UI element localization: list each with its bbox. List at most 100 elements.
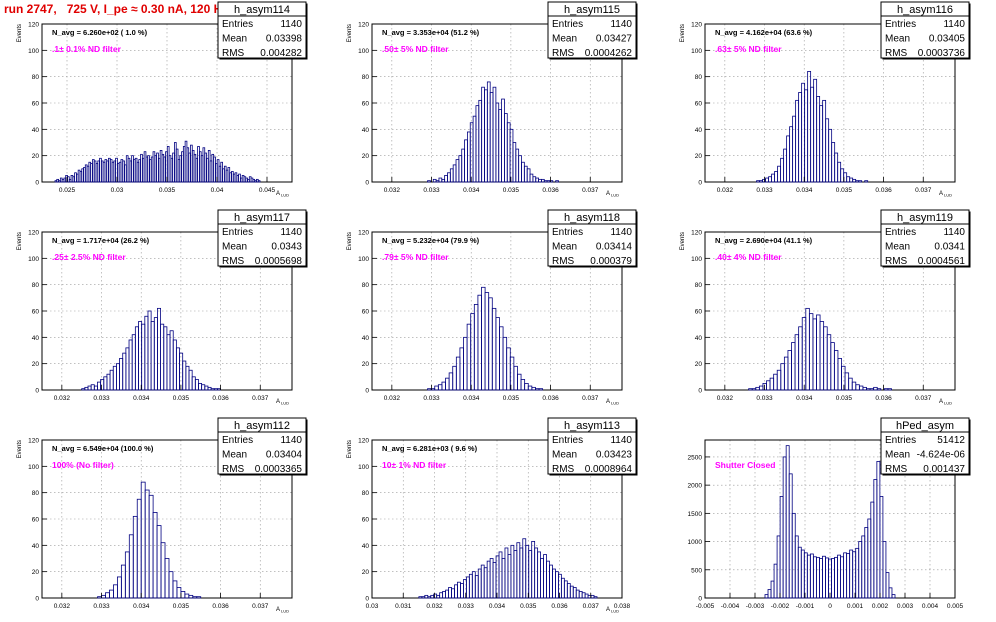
histogram-bin [825, 118, 830, 183]
histogram-bin [455, 159, 460, 183]
y-tick-label: 20 [362, 153, 370, 160]
x-tick-label: 0.032 [384, 187, 401, 194]
histogram-bin [191, 376, 196, 391]
histogram-bin [855, 547, 860, 599]
histogram-bin [128, 339, 133, 391]
histogram-bin [169, 330, 174, 391]
histogram-bin [532, 176, 537, 183]
x-tick-label: 0.004 [922, 603, 939, 610]
histogram-bin [794, 334, 800, 391]
y-tick-label: 80 [362, 490, 370, 497]
histogram-bin [477, 568, 482, 599]
histogram-bin [846, 176, 851, 183]
histogram-bin [106, 373, 111, 391]
histogram-bin [840, 168, 845, 183]
histogram-bin [492, 86, 497, 183]
x-tick-label: 0.037 [582, 395, 599, 402]
histogram-bin [128, 534, 134, 599]
histogram-bin [541, 178, 545, 183]
histogram-bin [766, 380, 771, 391]
stats-box: h_asym118 Entries 1140 Mean 0.03414 RMS 0.0003… [547, 209, 638, 268]
x-tick-label: 0.036 [212, 395, 229, 402]
histogram-bin [100, 379, 105, 391]
histogram-bin [464, 139, 468, 183]
histogram-bin [523, 165, 528, 183]
histogram-bin [498, 551, 503, 599]
stats-label: RMS [885, 48, 908, 59]
histogram-bin [484, 292, 490, 391]
histogram-bin [526, 168, 531, 183]
histogram-bin [441, 381, 446, 391]
y-tick-label: 20 [362, 569, 370, 576]
x-tick-label: -0.004 [721, 603, 740, 610]
histogram-bin [481, 86, 485, 183]
histogram-bin [758, 385, 764, 391]
stats-value: 0.03405 [929, 34, 966, 45]
histogram-bin [770, 580, 775, 599]
histogram-bin [156, 525, 162, 599]
histogram-bin [196, 596, 202, 599]
histogram-bin [851, 381, 857, 391]
histogram-bin [831, 142, 836, 183]
histogram-bin [805, 307, 810, 391]
histogram-bin [862, 386, 867, 391]
histogram-bin [520, 379, 526, 391]
histogram-bin [873, 386, 878, 391]
x-axis-label: ALUD [939, 191, 952, 198]
histogram-series [764, 445, 896, 599]
histogram-bin [774, 171, 779, 183]
histogram-bin [112, 365, 117, 391]
histogram-bin [157, 307, 161, 391]
histogram-bin [555, 180, 559, 183]
x-tick-label: 0.035 [520, 603, 537, 610]
histogram-bin [501, 98, 505, 183]
histogram-bin [172, 339, 177, 391]
histogram-bin [773, 373, 778, 391]
x-tick-label: 0.003 [897, 603, 914, 610]
histogram-bin [764, 594, 769, 599]
filter-label: .40± 4% ND filter [715, 252, 782, 262]
navg-label: N_avg = 3.353e+04 (51.2 %) [382, 28, 480, 37]
histogram-panel-h_asym112: 0.032 0.033 0.034 0.035 0.036 0.037 0 20 40 60 80 1… [17, 417, 308, 614]
histogram-bin [864, 180, 869, 183]
stats-label: Entries [222, 435, 253, 446]
histogram-bin [459, 347, 464, 391]
stats-value: 1140 [610, 19, 632, 30]
x-tick-label: 0.033 [756, 395, 773, 402]
x-tick-label: 0.034 [133, 395, 150, 402]
y-tick-label: 80 [362, 74, 370, 81]
y-tick-label: 100 [28, 48, 39, 55]
x-tick-label: 0.036 [875, 187, 892, 194]
histogram-bin [593, 596, 598, 599]
histogram-bin [455, 356, 461, 391]
filter-label: .50± 5% ND filter [382, 44, 449, 54]
histogram-bin [765, 177, 769, 183]
histogram-bin [783, 356, 789, 391]
histogram-bin [783, 148, 788, 183]
histogram-bin [481, 286, 486, 391]
stats-value: 1140 [280, 19, 302, 30]
histogram-bin [819, 105, 824, 183]
histogram-bin [427, 180, 431, 183]
stats-label: Mean [222, 34, 247, 45]
y-tick-label: 100 [691, 256, 702, 263]
y-tick-label: 20 [32, 153, 40, 160]
histogram-bin [522, 538, 527, 599]
stats-value: 0.0343 [271, 242, 302, 253]
stats-box-frame [547, 209, 637, 267]
histogram-bin [97, 381, 102, 391]
histogram-bin [188, 594, 194, 599]
histogram-bin [759, 180, 763, 183]
y-tick-label: 120 [358, 22, 369, 29]
histogram-bin [160, 542, 166, 599]
x-tick-label: 0.037 [582, 187, 599, 194]
x-tick-label: 0.032 [717, 187, 734, 194]
histogram-bin [144, 315, 149, 391]
y-tick-label: 80 [695, 282, 703, 289]
histogram-bin [855, 180, 860, 183]
histogram-bin [762, 178, 766, 183]
stats-label: Mean [552, 34, 577, 45]
x-tick-label: 0.032 [717, 395, 734, 402]
histogram-bin [444, 175, 448, 183]
stats-value: 0.0341 [934, 242, 965, 253]
